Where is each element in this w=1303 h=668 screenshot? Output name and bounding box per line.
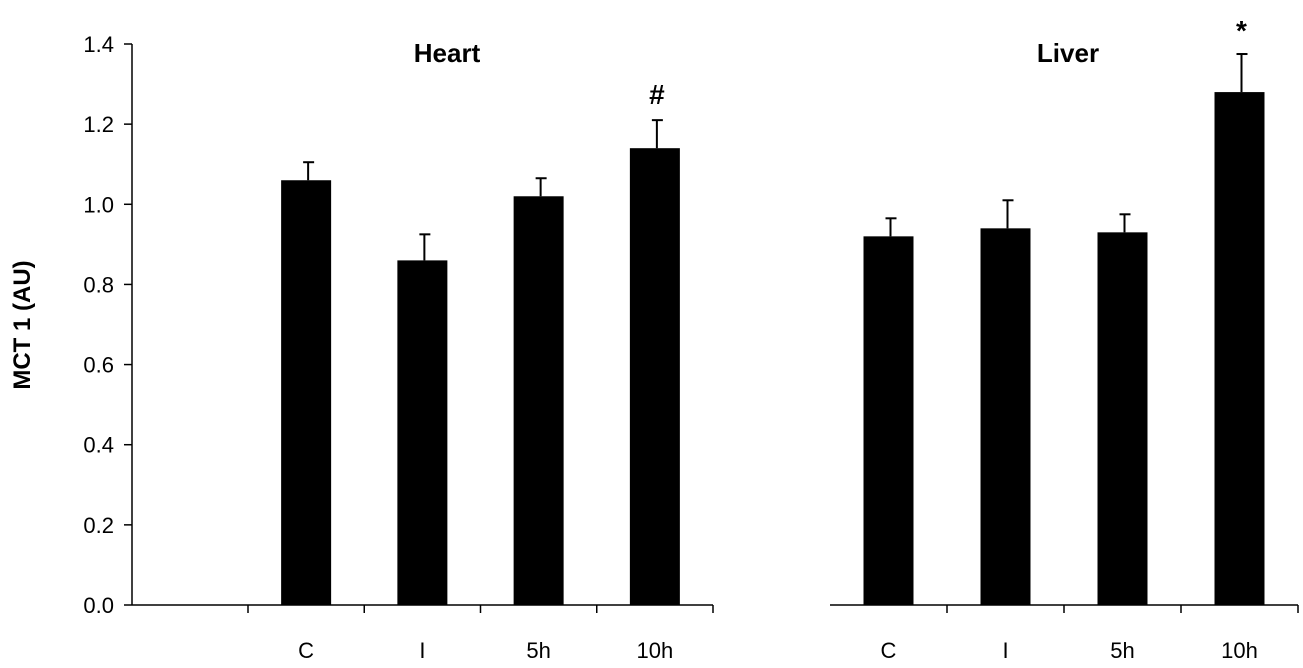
bar xyxy=(863,236,914,606)
y-tick-label: 0.2 xyxy=(83,513,114,538)
x-tick-label: 5h xyxy=(1110,638,1134,663)
x-tick-label: C xyxy=(881,638,897,663)
x-tick-label: 5h xyxy=(526,638,550,663)
bar xyxy=(1097,232,1148,606)
y-axis: 0.0 0.2 0.4 0.6 0.8 1.0 1.2 1.4 xyxy=(83,32,133,618)
y-tick-label: 0.4 xyxy=(83,433,114,458)
x-tick-label: 10h xyxy=(1221,638,1258,663)
y-tick-label: 1.2 xyxy=(83,112,114,137)
bar xyxy=(513,196,564,605)
bar xyxy=(980,228,1031,606)
y-axis-label: MCT 1 (AU) xyxy=(9,260,36,389)
bar xyxy=(1214,92,1265,606)
significance-marker: * xyxy=(1236,15,1247,46)
bar xyxy=(281,180,332,605)
bar xyxy=(629,148,680,605)
x-tick-label: 10h xyxy=(637,638,674,663)
y-tick-label: 0.0 xyxy=(83,593,114,618)
significance-marker: # xyxy=(649,79,665,110)
x-tick-label: C xyxy=(298,638,314,663)
y-tick-label: 1.0 xyxy=(83,192,114,217)
panel-liver: Liver C I 5h 10h * xyxy=(830,15,1299,663)
panel-title-heart: Heart xyxy=(414,38,481,68)
y-tick-label: 0.6 xyxy=(83,353,114,378)
y-tick-label: 1.4 xyxy=(83,32,114,57)
x-tick-label: I xyxy=(419,638,425,663)
x-tick-label: I xyxy=(1002,638,1008,663)
panel-title-liver: Liver xyxy=(1037,38,1099,68)
bar xyxy=(397,260,448,605)
panel-heart: Heart C I 5h 10h # xyxy=(132,38,714,663)
y-tick-label: 0.8 xyxy=(83,272,114,297)
